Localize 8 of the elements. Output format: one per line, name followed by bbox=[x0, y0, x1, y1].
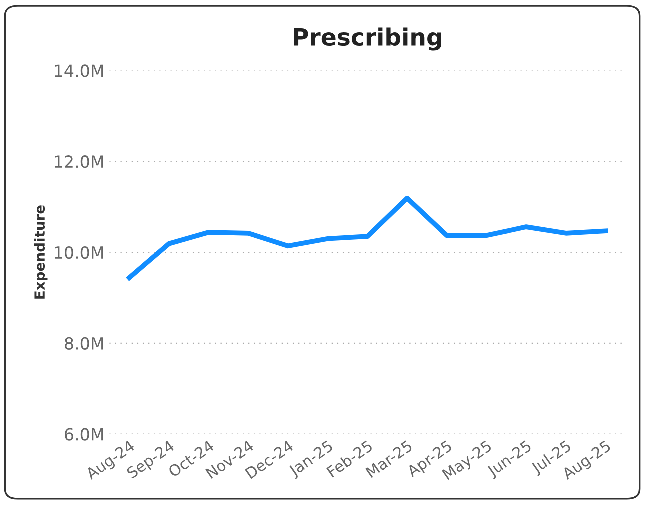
chart-title: Prescribing bbox=[294, 28, 442, 51]
y-axis-title: Expenditure bbox=[34, 206, 48, 299]
y-tick-label: 6.0M bbox=[65, 428, 104, 441]
line-series bbox=[127, 196, 608, 280]
y-tick-label: 10.0M bbox=[55, 246, 104, 260]
y-tick-label: 8.0M bbox=[65, 337, 104, 350]
y-tick-label: 12.0M bbox=[55, 156, 104, 168]
y-tick-label: 14.0M bbox=[55, 64, 104, 78]
